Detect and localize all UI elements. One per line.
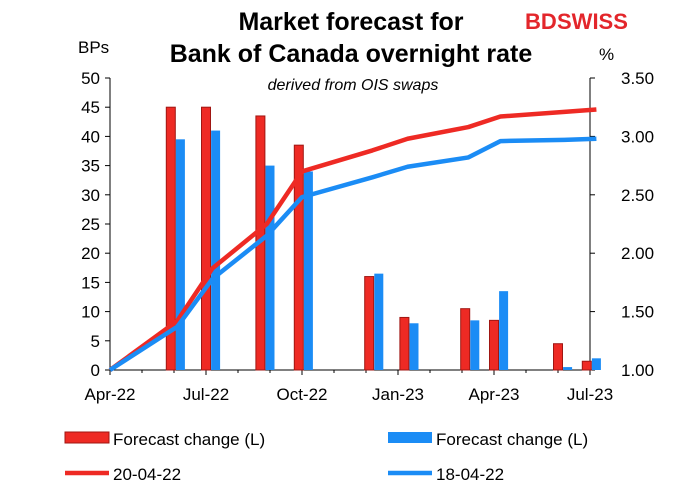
- bar: [553, 343, 563, 371]
- x-tick-label: Jul-22: [183, 385, 229, 404]
- brand-logo-part2: SWISS: [557, 9, 628, 34]
- bar: [175, 139, 185, 370]
- legend-swatch: [64, 431, 110, 444]
- legend-label: Forecast change (L): [436, 430, 588, 449]
- right-tick-label: 3.50: [621, 69, 654, 88]
- left-tick-label: 5: [91, 332, 100, 351]
- legend: Forecast change (L) Forecast change (L) 20…: [64, 430, 588, 484]
- left-tick-label: 20: [81, 244, 100, 263]
- bar: [201, 106, 211, 371]
- legend-swatch: [388, 432, 432, 443]
- left-tick-label: 35: [81, 157, 100, 176]
- series-line: [108, 136, 597, 372]
- x-tick-label: Jul-23: [567, 385, 613, 404]
- chart-title-line1: Market forecast for: [238, 8, 463, 36]
- left-tick-label: 0: [91, 361, 100, 380]
- right-tick-label: 3.00: [621, 127, 654, 146]
- bar: [293, 144, 304, 371]
- brand-logo-part1: BD: [525, 9, 557, 34]
- bar: [374, 273, 384, 370]
- series-line: [108, 107, 597, 372]
- legend-item: 20-04-22: [65, 465, 181, 484]
- right-tick-label: 2.50: [621, 186, 654, 205]
- x-tick-label: Jan-23: [372, 385, 424, 404]
- bar: [470, 320, 480, 370]
- bar: [563, 367, 573, 370]
- bar: [211, 130, 221, 370]
- legend-label: 20-04-22: [113, 465, 181, 484]
- right-tick-label: 2.00: [621, 244, 654, 263]
- bar: [489, 319, 499, 371]
- left-tick-label: 45: [81, 98, 100, 117]
- bar: [165, 106, 176, 371]
- chart-subtitle: derived from OIS swaps: [268, 77, 439, 94]
- left-tick-label: 30: [81, 186, 100, 205]
- legend-item: 18-04-22: [388, 465, 504, 484]
- legend-label: 18-04-22: [436, 465, 504, 484]
- legend-item: Forecast change (L): [64, 430, 265, 449]
- bar: [460, 308, 471, 371]
- bar: [265, 165, 275, 370]
- legend-item: Forecast change (L): [388, 430, 588, 449]
- left-tick-label: 15: [81, 273, 100, 292]
- x-tick-label: Oct-22: [276, 385, 327, 404]
- plot-area: 0 5 10 15 20 25 30 35 40 45 50 1.00 1.50 2.00 2.50 3.00…: [81, 69, 654, 404]
- bar: [399, 316, 410, 371]
- legend-label: Forecast change (L): [113, 430, 265, 449]
- right-tick-label: 1.50: [621, 303, 654, 322]
- right-tick-label: 1.00: [621, 361, 654, 380]
- right-axis-unit: %: [599, 45, 614, 64]
- left-axis-unit: BPs: [78, 38, 109, 57]
- left-tick-label: 25: [81, 215, 100, 234]
- bar: [409, 323, 419, 370]
- bar: [303, 171, 313, 370]
- x-tick-label: Apr-22: [84, 385, 135, 404]
- left-tick-label: 40: [81, 127, 100, 146]
- bar: [499, 291, 509, 370]
- brand-logo: BD SWISS: [525, 9, 628, 34]
- left-tick-label: 50: [81, 69, 100, 88]
- bar: [364, 276, 375, 371]
- chart-title-line2: Bank of Canada overnight rate: [170, 40, 533, 68]
- bar: [581, 360, 592, 371]
- bar: [591, 358, 601, 370]
- left-tick-label: 10: [81, 303, 100, 322]
- x-tick-label: Apr-23: [468, 385, 519, 404]
